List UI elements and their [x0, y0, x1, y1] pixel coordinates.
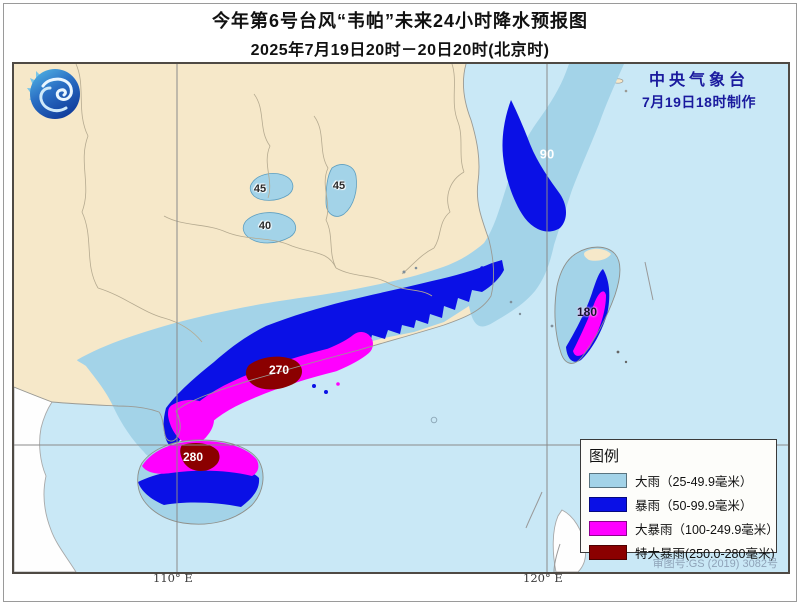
heavy-rainstorm-swatch — [589, 521, 627, 536]
band-rainstorm — [163, 100, 566, 448]
rain-label-40: 40 — [258, 220, 272, 232]
rain-label-280: 280 — [182, 450, 204, 464]
patch-40 — [242, 212, 296, 244]
band-heavy-rain — [77, 64, 624, 459]
axis-label-110e: 110° E — [153, 571, 193, 585]
basemap-linework — [14, 64, 494, 442]
heavy-rain-swatch — [589, 473, 627, 488]
patch-90 — [502, 100, 566, 232]
page-title: 今年第6号台风“韦帕”未来24小时降水预报图 2025年7月19日20时－20日… — [0, 7, 800, 60]
forecast-map: 45 45 40 90 180 270 280 图例 大雨（25-49.9毫米）… — [12, 62, 790, 574]
hainan-island — [137, 439, 264, 525]
foreign-land — [14, 386, 587, 572]
map-subtitle: 2025年7月19日20时－20日20时(北京时) — [250, 42, 550, 59]
legend-row: 特大暴雨(250.0-280毫米) — [589, 543, 775, 562]
islets-and-boundaries — [312, 89, 654, 572]
rain-label-45a: 45 — [253, 183, 267, 195]
core-270 — [245, 356, 303, 390]
legend-row: 暴雨（50-99.9毫米） — [589, 495, 768, 514]
cma-logo-icon — [27, 69, 80, 119]
producer-agency: 中央气象台 — [648, 72, 749, 89]
legend-title: 图例 — [589, 448, 620, 465]
rain-label-270: 270 — [268, 363, 290, 377]
axis-label-120e: 120° E — [523, 571, 563, 585]
legend-row: 大雨（25-49.9毫米） — [589, 471, 768, 490]
map-title: 今年第6号台风“韦帕”未来24小时降水预报图 — [211, 11, 589, 31]
core-280 — [180, 443, 220, 471]
taiwan-island — [554, 246, 621, 364]
vietnam-land — [14, 386, 77, 572]
rain-label-90: 90 — [539, 146, 555, 162]
rainstorm-swatch — [589, 497, 627, 512]
legend-row: 大暴雨（100-249.9毫米） — [589, 519, 779, 538]
map-credit: 审图号:GS (2019) 3082号 — [652, 558, 778, 570]
luzon-land — [552, 509, 587, 572]
producer-block: 中央气象台 7月19日18时制作 — [608, 66, 790, 112]
rain-label-45b: 45 — [332, 180, 346, 192]
rain-label-180: 180 — [576, 305, 598, 319]
producer-issue-time: 7月19日18时制作 — [642, 94, 756, 110]
severe-rainstorm-swatch — [589, 545, 627, 560]
patch-45b — [325, 164, 357, 217]
legend: 图例 大雨（25-49.9毫米） 暴雨（50-99.9毫米） 大暴雨（100-2… — [580, 439, 779, 561]
patch-45a — [249, 173, 294, 201]
province-borders — [75, 64, 465, 343]
